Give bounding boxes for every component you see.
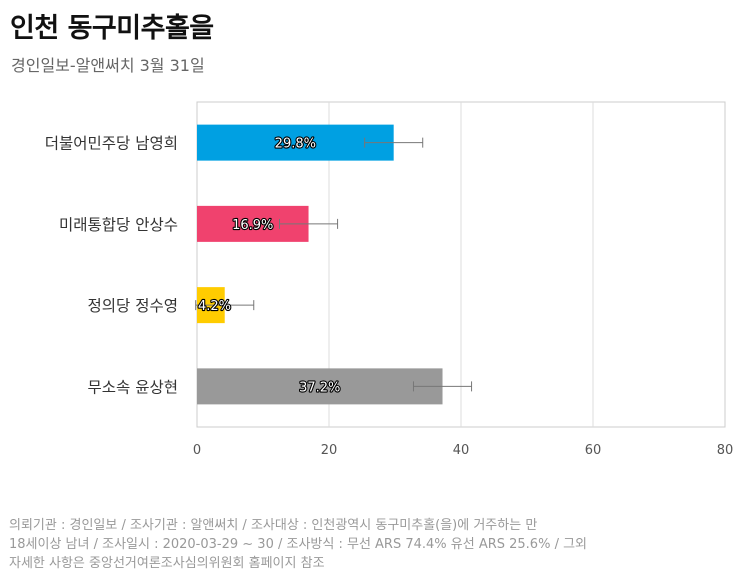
category-label-4: 무소속 윤상현 (88, 378, 179, 396)
x-tick-labels: 0 20 40 60 80 (193, 443, 733, 458)
value-label-1: 29.8% (275, 137, 316, 152)
footnote-line-2: 18세이상 남녀 / 조사일시 : 2020-03-29 ~ 30 / 조사방식… (9, 537, 587, 552)
error-bars (195, 137, 473, 392)
category-label-3: 정의당 정수영 (88, 297, 179, 315)
bar-1 (197, 124, 394, 161)
category-label-1: 더불어민주당 남영희 (45, 135, 178, 153)
category-label-2: 미래통합당 안상수 (59, 216, 178, 234)
value-label-4: 37.2% (299, 380, 340, 395)
x-tick-label-20: 20 (321, 443, 338, 458)
survey-footnote: 의뢰기관 : 경인일보 / 조사기관 : 알앤써치 / 조사대상 : 인천광역시… (9, 516, 731, 573)
x-tick-label-80: 80 (717, 443, 734, 458)
chart-subtitle: 경인일보-알앤써치 3월 31일 (11, 56, 205, 75)
bar-4 (197, 368, 443, 405)
footnote-line-3: 자세한 사항은 중앙선거여론조사심의위원회 홈페이지 참조 (9, 556, 325, 571)
x-tick-label-40: 40 (453, 443, 470, 458)
value-labels: 29.8% 16.9% 4.2% 37.2% (197, 136, 342, 397)
x-tick-label-0: 0 (193, 443, 201, 458)
bars (197, 124, 443, 405)
footnote-line-1: 의뢰기관 : 경인일보 / 조사기관 : 알앤써치 / 조사대상 : 인천광역시… (9, 518, 538, 533)
value-label-2: 16.9% (232, 218, 273, 233)
value-label-3: 4.2% (198, 299, 231, 314)
x-tick-label-60: 60 (585, 443, 602, 458)
chart-title: 인천 동구미추홀을 (10, 13, 214, 44)
